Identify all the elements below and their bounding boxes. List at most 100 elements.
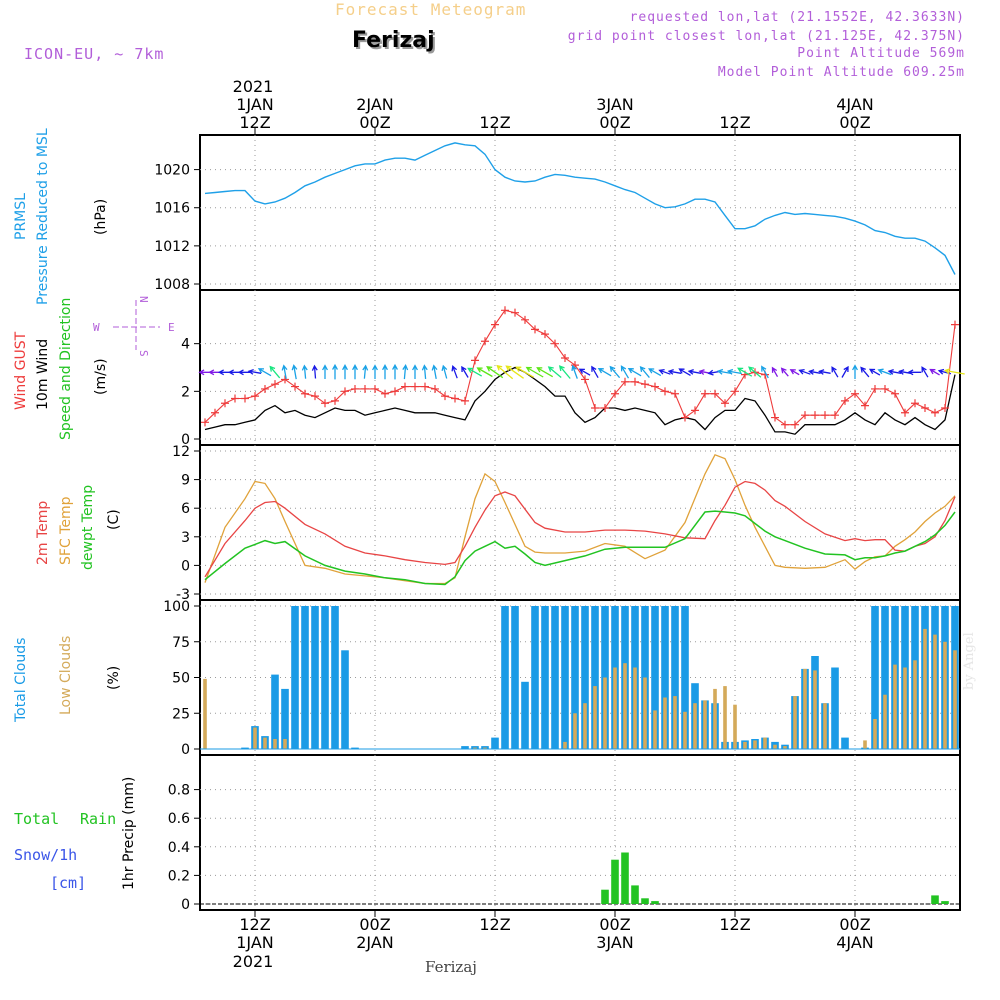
gust-marker (481, 337, 489, 346)
low-cloud-bar (683, 711, 687, 749)
wind-direction-arrow (547, 366, 562, 378)
pressure-label-long: Pressure Reduced to MSL (35, 128, 51, 305)
y-tick-label: 1008 (154, 277, 190, 293)
total-cloud-bar (591, 606, 599, 749)
low-cloud-bar (703, 700, 707, 749)
clouds-unit-label: (%) (106, 666, 122, 690)
top-time-label: 12Z (719, 113, 750, 132)
wind-direction-arrow (943, 368, 965, 375)
wind-direction-arrow (678, 368, 691, 376)
gust-marker (611, 389, 619, 398)
pressure-unit-label: (hPa) (93, 199, 109, 235)
pressure-panel-frame (199, 134, 961, 291)
model-label: ICON-EU, ~ 7km (24, 45, 165, 63)
wind-direction-arrow (860, 366, 870, 378)
low-cloud-bar (263, 737, 267, 749)
total-cloud-bar (681, 606, 689, 749)
bottom-time-label: 12Z (239, 915, 270, 934)
bottom-time-label: 12Z (719, 915, 750, 934)
wind-unit-label: (m/s) (93, 358, 109, 395)
total-cloud-bar (881, 606, 889, 749)
gust-marker (221, 399, 229, 408)
wind-direction-arrow (237, 369, 251, 376)
gust-marker (781, 420, 789, 429)
gust-marker (441, 392, 449, 401)
gust-marker (211, 408, 219, 417)
gust-marker (951, 320, 959, 329)
low-cloud-bar (593, 686, 597, 749)
bottom-day-label: 4JAN (836, 933, 874, 952)
low-cloud-bar (813, 670, 817, 749)
gust-marker (581, 375, 589, 384)
wind-direction-arrow (431, 364, 438, 380)
total-cloud-bar (661, 606, 669, 749)
bottom-day-label: 3JAN (596, 933, 634, 952)
total-cloud-bar (341, 650, 349, 749)
gust-marker (551, 339, 559, 348)
bottom-day-label: 2JAN (356, 933, 394, 952)
gust-marker (461, 396, 469, 405)
rain-label-total: Total (14, 810, 59, 828)
gust-marker (541, 330, 549, 339)
low-cloud-bar (563, 741, 567, 749)
temp-sfc-label: SFC Temp (58, 496, 74, 565)
total-cloud-bar (531, 606, 539, 749)
gust-marker (881, 384, 889, 393)
wind-direction-arrow (578, 368, 591, 376)
gust-marker (291, 382, 299, 391)
low-cloud-bar (713, 688, 717, 749)
wind-gust-line (204, 309, 956, 426)
temp-dew-label: dewpt Temp (80, 485, 96, 570)
gust-marker (471, 356, 479, 365)
gust-marker (721, 399, 729, 408)
y-tick-label: 1012 (154, 239, 190, 255)
low-cloud-bar (863, 740, 867, 749)
bottom-time-label: 00Z (599, 915, 630, 934)
gust-marker (411, 382, 419, 391)
gust-marker (831, 411, 839, 420)
wind-direction-arrow (597, 368, 612, 377)
y-tick-label: 75 (172, 635, 190, 651)
top-day-label: 1JAN (236, 95, 274, 114)
wind-direction-arrow (257, 368, 272, 377)
rain-bar (651, 901, 659, 904)
wind-direction-arrow (467, 367, 483, 377)
top-time-label: 12Z (239, 113, 270, 132)
precip-unit-label: 1hr Precip (mm) (121, 777, 137, 890)
total-cloud-bar (281, 688, 289, 749)
wind-direction-arrow (921, 366, 929, 378)
total-cloud-bar (871, 606, 879, 749)
low-cloud-bar (613, 667, 617, 749)
wind-dir-label: Speed and Direction (58, 298, 74, 440)
top-time-label: 00Z (359, 113, 390, 132)
wind-direction-arrow (558, 365, 571, 379)
total-cloud-bar (311, 606, 319, 749)
station-title: Ferizaj (352, 28, 435, 53)
low-cloud-bar (473, 747, 477, 749)
gust-marker (851, 389, 859, 398)
gust-marker (841, 396, 849, 405)
wind-direction-arrow (929, 368, 940, 376)
wind-direction-arrow (412, 364, 418, 379)
low-cloud-bar (673, 696, 677, 749)
gust-marker (681, 413, 689, 422)
wind-direction-arrow (352, 364, 358, 380)
wind-10m-label: 10m Wind (35, 339, 51, 410)
temp-2m-line (204, 480, 956, 578)
y-tick-label: 0.6 (168, 811, 190, 827)
gust-marker (921, 404, 929, 413)
low-cloud-bar (573, 713, 577, 750)
low-cloud-bar (663, 697, 667, 749)
total-cloud-bar (511, 606, 519, 749)
total-cloud-bar (501, 606, 509, 749)
rain-bar (621, 852, 629, 904)
gust-marker (501, 306, 509, 315)
wind-direction-arrow (716, 368, 732, 375)
wind-direction-arrow (476, 367, 493, 378)
low-cloud-bar (603, 677, 607, 749)
gust-marker (521, 315, 529, 324)
wind-direction-arrow (382, 364, 388, 380)
footer-station: Ferizaj (425, 958, 477, 976)
total-cloud-bar (671, 606, 679, 749)
gust-marker (261, 384, 269, 393)
